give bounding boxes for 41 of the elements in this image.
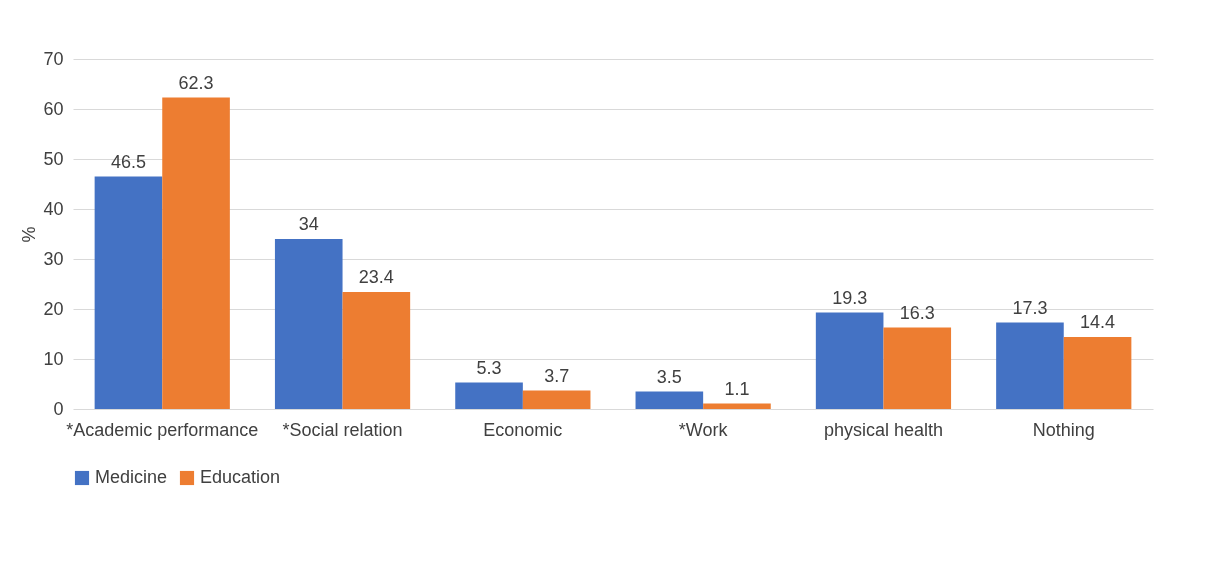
data-label: 34 xyxy=(298,214,319,234)
data-label: 1.1 xyxy=(724,378,750,399)
data-label: 46.5 xyxy=(110,151,146,172)
bar xyxy=(1063,337,1132,409)
bar xyxy=(635,391,704,409)
x-tick-label: *Academic performance xyxy=(66,419,259,440)
y-tick-label: 20 xyxy=(43,298,64,319)
bar xyxy=(274,239,343,409)
data-label: 17.3 xyxy=(1012,297,1048,318)
bar xyxy=(455,382,523,409)
bar xyxy=(815,312,884,409)
data-label: 3.5 xyxy=(656,366,682,387)
bar xyxy=(162,97,230,409)
bar xyxy=(94,176,163,409)
data-label: 23.4 xyxy=(358,267,394,287)
data-label: 3.7 xyxy=(544,365,570,386)
y-tick-label: 60 xyxy=(43,98,64,119)
data-label: 5.3 xyxy=(476,357,502,378)
x-tick-label: Economic xyxy=(483,419,563,440)
y-tick-label: 50 xyxy=(43,148,64,169)
bar xyxy=(522,390,591,409)
data-label: 16.3 xyxy=(899,302,935,323)
y-tick-label: 30 xyxy=(43,248,64,269)
x-tick-label: Nothing xyxy=(1032,419,1095,440)
data-label: 14.4 xyxy=(1080,312,1116,332)
legend-label: Education xyxy=(200,467,281,487)
legend-label: Medicine xyxy=(95,467,168,487)
data-label: 19.3 xyxy=(832,287,868,308)
y-tick-label: 40 xyxy=(43,198,64,219)
bar xyxy=(703,403,771,409)
bar xyxy=(883,327,952,409)
x-tick-label: *Work xyxy=(678,419,729,440)
y-tick-label: 10 xyxy=(43,348,64,369)
y-axis-title: % xyxy=(19,226,40,243)
y-tick-label: 70 xyxy=(43,48,64,69)
x-tick-label: *Social relation xyxy=(282,419,403,440)
y-tick-label: 0 xyxy=(53,398,64,419)
data-label: 62.3 xyxy=(178,72,214,93)
bar xyxy=(996,322,1064,409)
x-tick-label: physical health xyxy=(823,419,943,440)
bar xyxy=(342,292,411,409)
